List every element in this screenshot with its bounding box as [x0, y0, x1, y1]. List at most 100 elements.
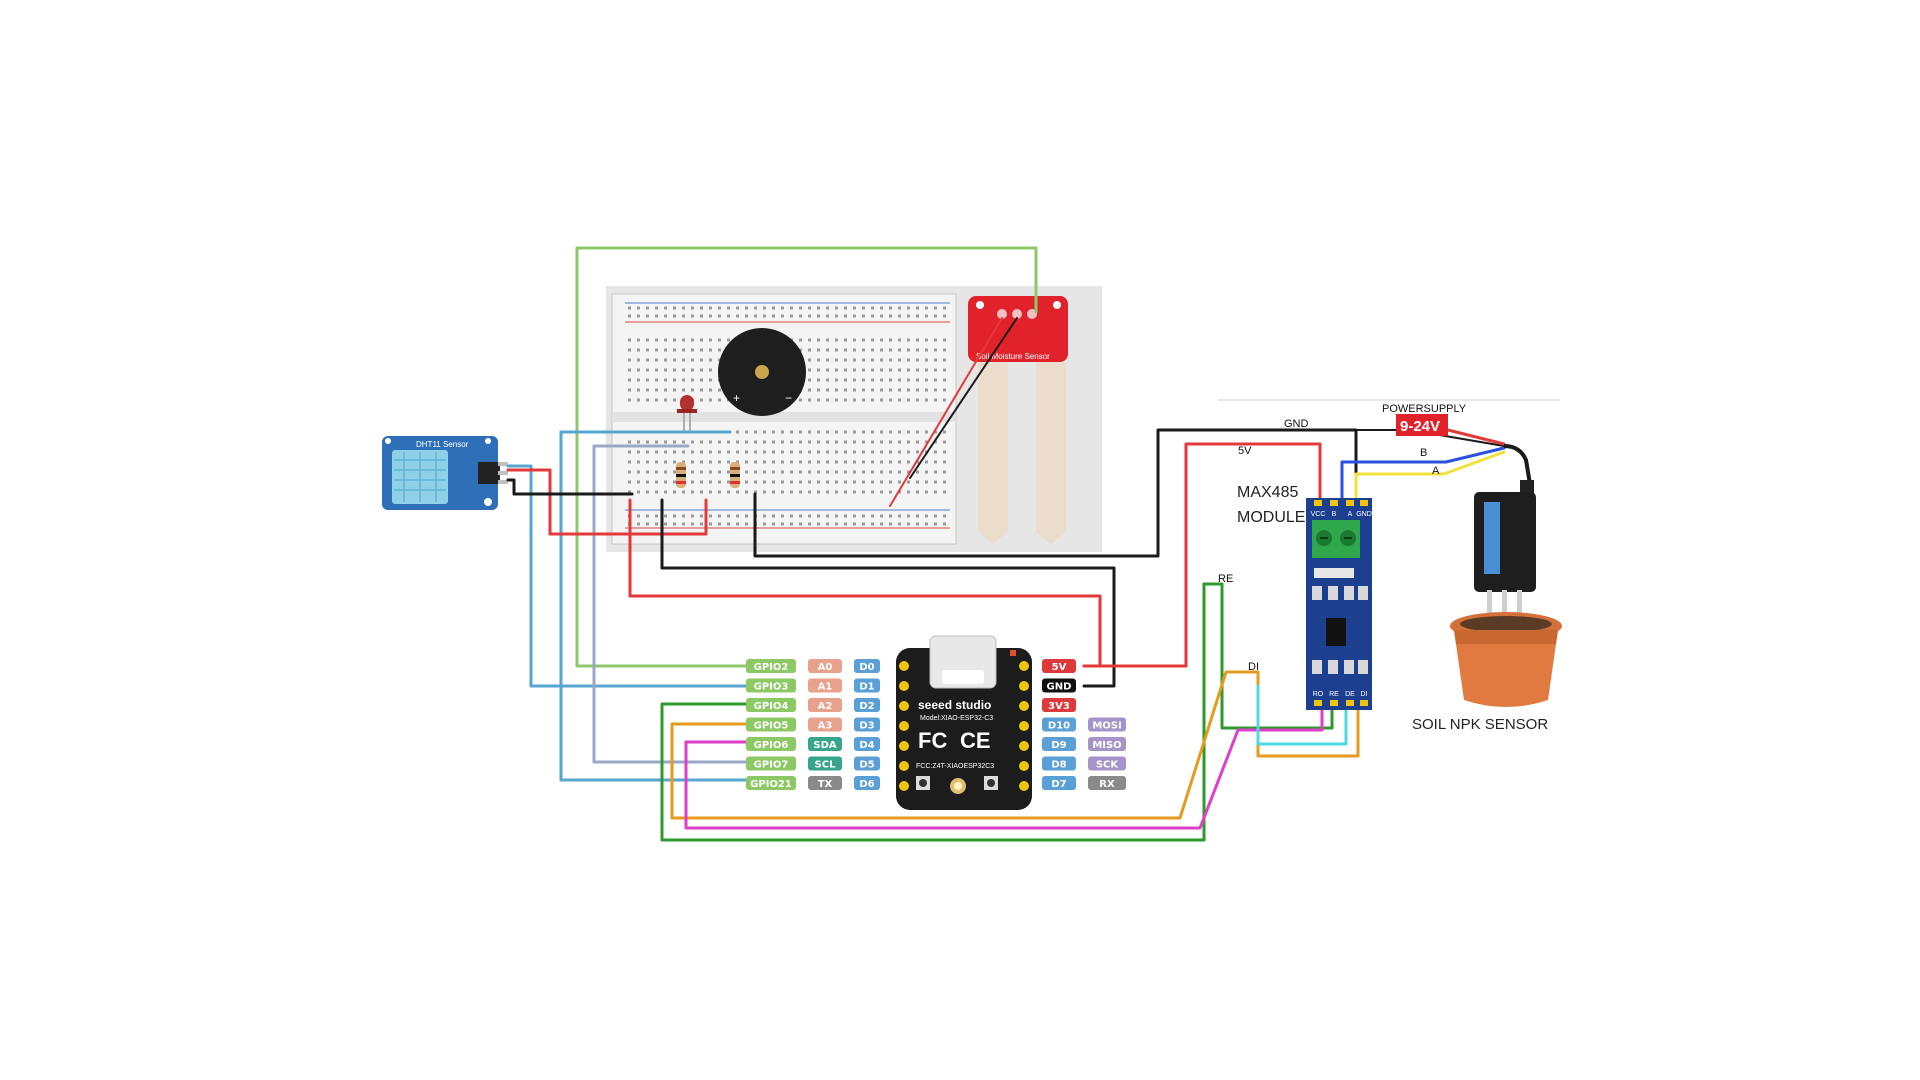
- voltage-label: 9-24V: [1400, 418, 1440, 435]
- svg-text:D4: D4: [859, 740, 874, 751]
- dht11-label: DHT11 Sensor: [416, 440, 469, 449]
- max485-bottom-pin-label: DI: [1361, 691, 1368, 698]
- wire-gpio5-di: [670, 670, 1360, 820]
- wire-a-label: A: [1432, 465, 1440, 477]
- svg-text:D5: D5: [859, 760, 874, 771]
- wire-soil-vcc: [889, 317, 1003, 507]
- svg-text:SCK: SCK: [1096, 760, 1120, 771]
- pin-gpio2: GPIO2: [746, 659, 796, 673]
- max485-bottom-pin-label: RE: [1329, 691, 1339, 698]
- max485-bottom-pin-re: [1330, 700, 1338, 706]
- xiao-esp32c3: seeed studio Model:XIAO-ESP32-C3 FC CE F…: [896, 635, 1032, 810]
- svg-text:A0: A0: [818, 662, 833, 673]
- wire-gpio2-soil-signal: [575, 246, 1038, 668]
- wire-cyan-de: [1256, 684, 1348, 746]
- svg-text:FC: FC: [918, 728, 947, 753]
- xiao-pin-labels: GPIO2 GPIO3 GPIO4 GPIO5 GPIO6 GPIO7 GPIO21 A0 A1…: [746, 659, 1126, 790]
- max485-bottom-pins: RO RE DE DI: [1313, 691, 1368, 706]
- svg-text:D2: D2: [859, 701, 874, 712]
- max485-title: MAX485: [1237, 484, 1298, 501]
- wire-breadboard-gnd: [660, 498, 1116, 688]
- svg-text:D6: D6: [859, 779, 874, 790]
- pin-gnd: GND: [1042, 678, 1076, 693]
- pin-gpio6: GPIO6: [746, 737, 796, 751]
- pin-d8: D8: [1042, 756, 1076, 771]
- max485-top-pin-label: VCC: [1311, 511, 1326, 518]
- pin-rx: RX: [1088, 776, 1126, 790]
- max485-bottom-pin-ro: [1314, 700, 1322, 706]
- npk-caption: SOIL NPK SENSOR: [1412, 716, 1548, 733]
- pin-a0: A0: [808, 659, 842, 673]
- max485-top-pin-a: [1346, 500, 1354, 506]
- dht11-sensor: DHT11 Sensor: [382, 436, 508, 510]
- svg-text:TX: TX: [818, 779, 833, 790]
- wire-gpio6-ro: [684, 706, 1324, 830]
- max485-top-pin-gnd: [1360, 500, 1368, 506]
- svg-text:D10: D10: [1048, 721, 1070, 732]
- label-di-wire: DI: [1248, 661, 1259, 673]
- wire-npk-a: [1354, 450, 1506, 504]
- max485-top-pin-label: A: [1348, 511, 1353, 518]
- power-supply-label: POWERSUPPLY: [1382, 403, 1467, 415]
- wire-dht-gnd: [506, 478, 634, 496]
- pin-mosi: MOSI: [1088, 717, 1126, 732]
- resistor-2: [730, 462, 740, 488]
- pin-miso: MISO: [1088, 737, 1126, 751]
- max485-top-pin-vcc: [1314, 500, 1322, 506]
- max485-top-pins: VCC B A GND: [1311, 500, 1372, 518]
- max485-top-pin-b: [1330, 500, 1338, 506]
- svg-text:GPIO5: GPIO5: [754, 721, 789, 732]
- pin-d0: D0: [854, 659, 880, 673]
- npk-sensor: POWERSUPPLY 9-24V B A SOIL NPK SENSOR: [1218, 399, 1562, 733]
- buzzer: + −: [718, 328, 806, 416]
- svg-text:SCL: SCL: [815, 760, 837, 771]
- max485-subtitle: MODULE: [1237, 509, 1305, 526]
- svg-text:CE: CE: [960, 728, 991, 753]
- svg-text:−: −: [785, 391, 792, 405]
- pin-gpio5: GPIO5: [746, 717, 796, 732]
- wire-breadboard-max485-gnd: [753, 428, 1358, 558]
- svg-text:+: +: [733, 391, 740, 405]
- xiao-fcc: FCC:Z4T-XIAOESP32C3: [916, 763, 994, 770]
- svg-text:MOSI: MOSI: [1092, 721, 1121, 732]
- wire-gpio3-dht-data: [506, 464, 748, 688]
- pin-tx: TX: [808, 776, 842, 790]
- red-led: [677, 395, 697, 432]
- wire-gpio4-re: [660, 582, 1334, 842]
- pin-gpio21: GPIO21: [746, 776, 796, 790]
- wire-b-label: B: [1420, 447, 1427, 459]
- max485-bottom-pin-de: [1346, 700, 1354, 706]
- svg-text:3V3: 3V3: [1048, 701, 1070, 712]
- pin-d6: D6: [854, 776, 880, 790]
- pin-sck: SCK: [1088, 756, 1126, 771]
- svg-text:RX: RX: [1099, 779, 1115, 790]
- pin-d3: D3: [854, 717, 880, 732]
- pin-scl: SCL: [808, 756, 842, 771]
- pin-sda: SDA: [808, 737, 842, 751]
- svg-text:D9: D9: [1051, 740, 1066, 751]
- pin-d2: D2: [854, 698, 880, 712]
- svg-text:D7: D7: [1051, 779, 1066, 790]
- wire-npk-power: [1446, 428, 1506, 446]
- max485-bottom-pin-label: RO: [1313, 691, 1324, 698]
- svg-text:D1: D1: [859, 682, 874, 693]
- svg-text:D0: D0: [859, 662, 874, 673]
- wire-dht-vcc: [506, 468, 708, 536]
- svg-text:MISO: MISO: [1092, 740, 1121, 751]
- svg-text:5V: 5V: [1052, 662, 1067, 673]
- pin-gpio7: GPIO7: [746, 756, 796, 771]
- label-gnd-wire: GND: [1284, 418, 1309, 430]
- max485-bottom-pin-label: DE: [1345, 691, 1355, 698]
- pin-d10: D10: [1042, 717, 1076, 732]
- max485-module: MAX485 MODULE VCC B A GND RO RE DE DI GND 5V R…: [1218, 418, 1372, 710]
- svg-text:GPIO3: GPIO3: [754, 682, 789, 693]
- max485-bottom-pin-di: [1360, 700, 1368, 706]
- pin-gpio3: GPIO3: [746, 678, 796, 693]
- svg-text:GPIO6: GPIO6: [754, 740, 789, 751]
- svg-text:GPIO4: GPIO4: [754, 701, 789, 712]
- pin-d5: D5: [854, 756, 880, 771]
- pin-d1: D1: [854, 678, 880, 693]
- svg-text:SDA: SDA: [813, 740, 837, 751]
- wire-npk-b: [1340, 446, 1506, 504]
